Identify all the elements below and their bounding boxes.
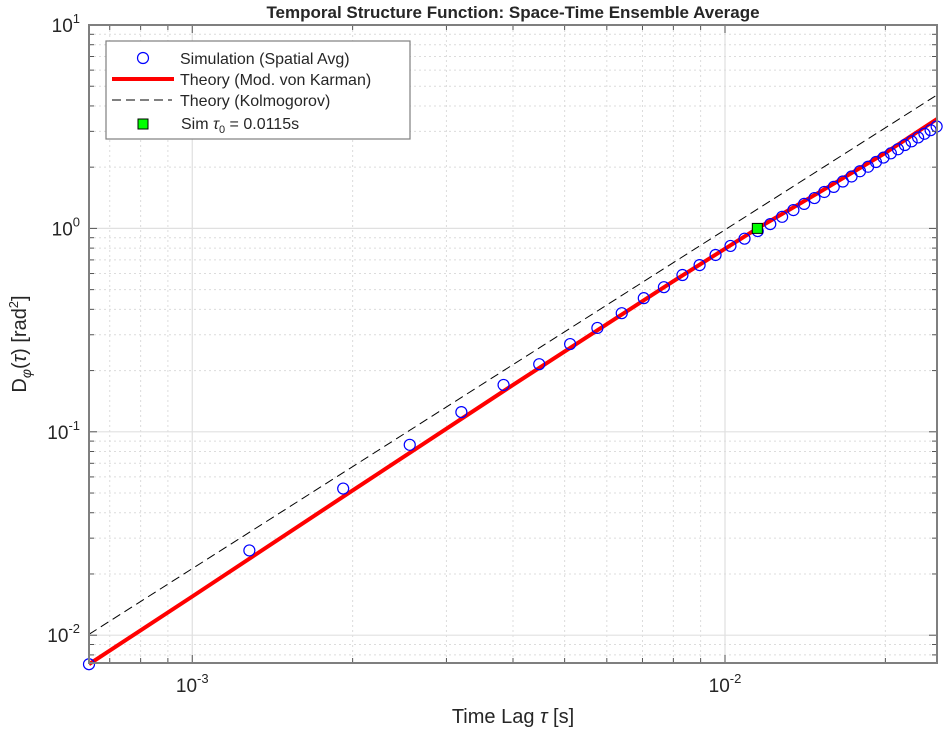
legend-label: Theory (Mod. von Karman) (180, 72, 371, 89)
tau0-marker (751, 222, 763, 234)
simulation-point (724, 239, 737, 253)
y-tick-label: 101 (52, 11, 80, 37)
legend-label: Theory (Kolmogorov) (180, 93, 330, 110)
simulation-point (533, 358, 546, 371)
simulation-point (497, 378, 510, 392)
simulation-point (564, 337, 577, 351)
simulation-point (898, 138, 911, 152)
simulation-point (403, 438, 416, 451)
simulation-point (243, 544, 256, 557)
simulation-point (337, 482, 350, 495)
y-tick-label: 100 (52, 214, 80, 240)
simulation-point (776, 210, 789, 223)
simulation-point (798, 197, 811, 210)
simulation-point (709, 248, 722, 262)
legend-box (105, 40, 411, 140)
simulation-point (787, 204, 800, 217)
x-tick-label: 10-3 (176, 671, 209, 697)
simulation-point (693, 259, 706, 272)
axes-box (88, 24, 938, 664)
simulation-point (808, 191, 821, 205)
axes: 10-3 10-2 101 100 10-1 10-2 (47, 11, 938, 697)
legend-square-marker (137, 118, 149, 130)
x-axis-label: Time Lag τ [s] (452, 706, 574, 728)
simulation-point (637, 292, 650, 305)
simulation-point (918, 127, 931, 140)
legend: Simulation (Spatial Avg) Theory (Mod. von… (105, 40, 411, 140)
x-tick-label: 10-2 (709, 671, 742, 697)
simulation-point (455, 405, 468, 419)
y-axis-label: Dφ(τ) [rad2] (6, 295, 34, 392)
simulation-point (884, 147, 897, 160)
y-tick-label: 10-2 (47, 621, 80, 647)
simulation-point (912, 131, 925, 144)
simulation-point (615, 307, 628, 320)
simulation-point (738, 232, 751, 245)
simulation-point (891, 143, 905, 156)
simulation-point (764, 217, 777, 231)
simulation-point (905, 135, 918, 148)
simulation-point (818, 185, 831, 199)
plot-area (82, 94, 943, 671)
simulation-point (676, 268, 689, 282)
legend-circle-marker (136, 51, 150, 65)
simulation-point (657, 281, 671, 294)
legend-label: Sim τ0 = 0.0115s (181, 116, 299, 136)
simulation-point (591, 321, 604, 335)
y-tick-label: 10-1 (47, 418, 80, 444)
simulation-point (827, 180, 840, 193)
legend-label: Simulation (Spatial Avg) (180, 51, 350, 68)
chart-title: Temporal Structure Function: Space-Time … (266, 3, 759, 22)
simulation-point (877, 151, 890, 164)
